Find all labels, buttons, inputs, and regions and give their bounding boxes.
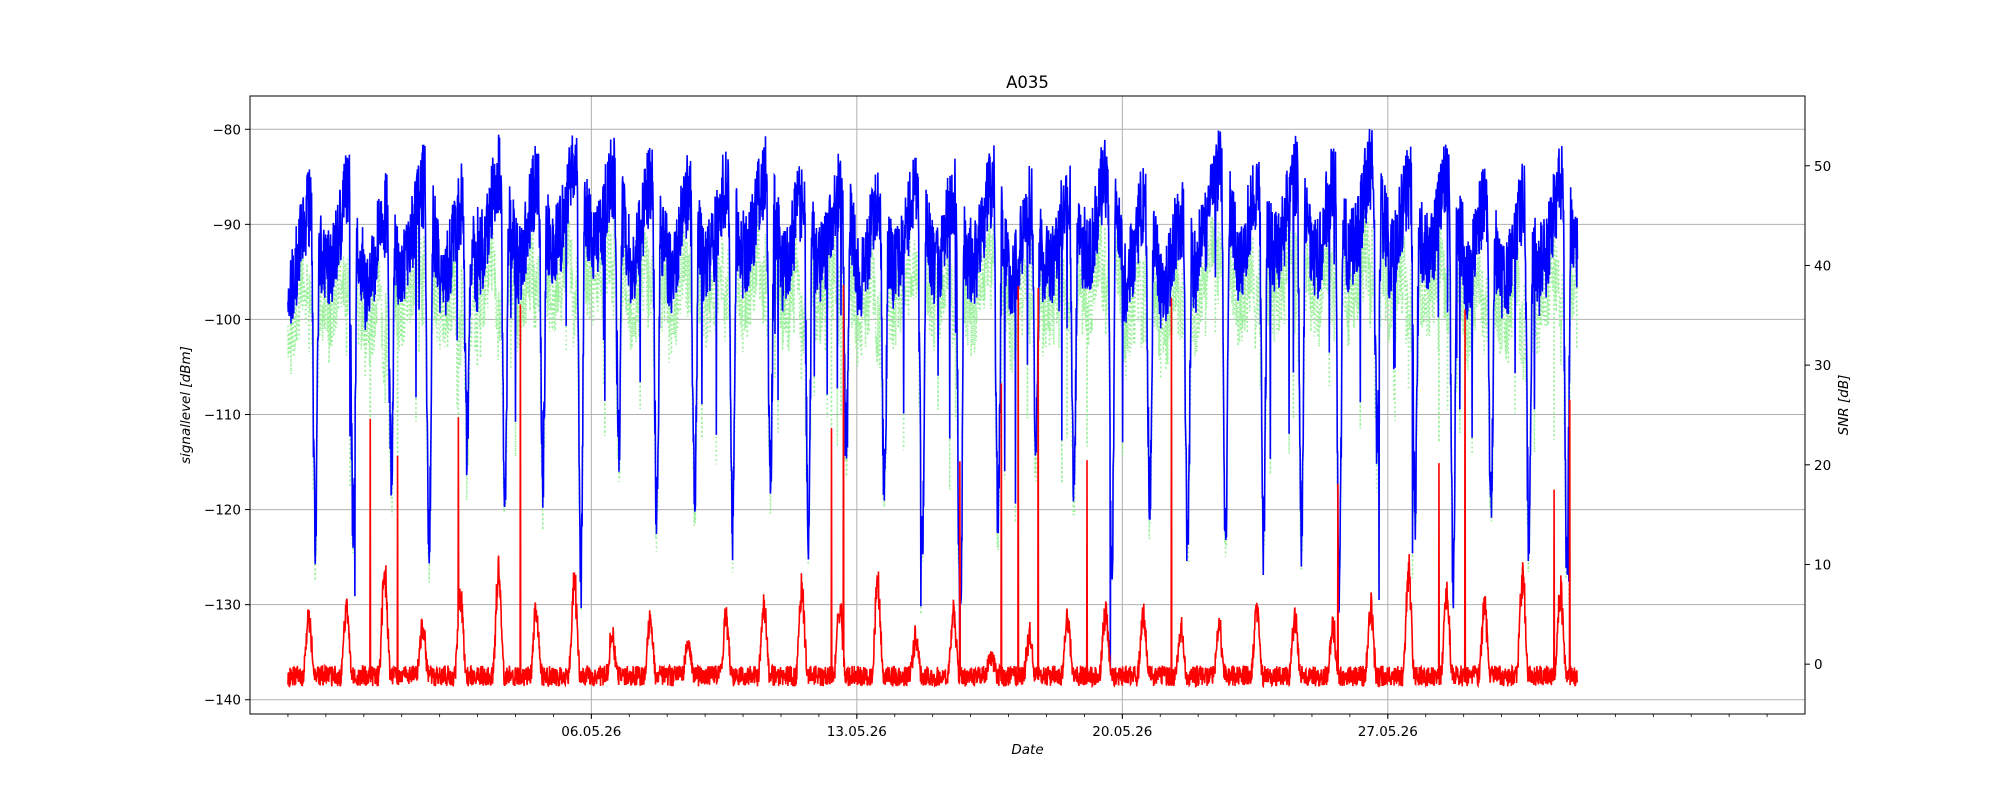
y-right-tick-label: 10 (1814, 557, 1831, 573)
y-right-tick-label: 30 (1814, 358, 1831, 374)
y-right-tick-label: 40 (1814, 258, 1831, 274)
y-right-tick-label: 50 (1814, 159, 1831, 175)
x-axis-label: Date (1011, 742, 1043, 758)
y-tick-label: −100 (204, 312, 241, 328)
y-tick-label: −80 (213, 122, 242, 138)
y-right-tick-label: 0 (1814, 657, 1823, 673)
x-tick-label: 27.05.26 (1358, 724, 1418, 740)
axis-ticks: 06.05.26 13.05.26 20.05.26 27.05.26 −140 −130… (204, 122, 1831, 740)
y-axis-label: signallevel [dBm] (178, 346, 194, 464)
x-tick-label: 13.05.26 (827, 724, 887, 740)
noise-level-series-line (287, 284, 1579, 689)
signal-level-series-line (287, 128, 1579, 672)
y-tick-label: −120 (204, 503, 241, 519)
x-tick-label: 06.05.26 (561, 724, 621, 740)
plot-series (287, 128, 1579, 689)
y-tick-label: −140 (204, 693, 241, 709)
snr-series-line (287, 204, 1579, 615)
y-right-tick-label: 20 (1814, 458, 1831, 474)
chart-title: A035 (1006, 73, 1049, 92)
y-axis-label-right: SNR [dB] (1836, 375, 1852, 436)
axes-frame (249, 95, 1806, 715)
y-tick-label: −90 (213, 217, 242, 233)
x-tick-label: 20.05.26 (1092, 724, 1152, 740)
y-tick-label: −130 (204, 598, 241, 614)
y-tick-label: −110 (204, 408, 241, 424)
